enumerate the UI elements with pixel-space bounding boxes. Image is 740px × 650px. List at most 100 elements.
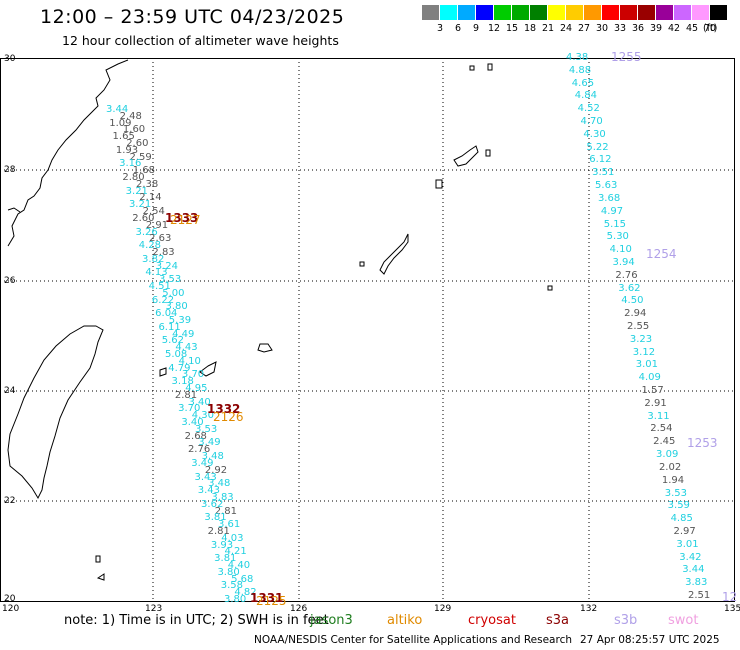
wave-height-value: 4.40	[227, 559, 251, 571]
wave-height-value: 2.38	[136, 178, 159, 190]
wave-height-value: 2.54	[650, 423, 673, 435]
wave-height-value: 2.97	[673, 525, 696, 537]
color-swatch	[692, 5, 709, 20]
color-swatch	[422, 5, 439, 20]
wave-height-value: 3.44	[682, 564, 705, 576]
kikai-coastline	[485, 149, 491, 157]
wave-height-value: 3.49	[198, 437, 221, 449]
wave-height-value: 4.52	[577, 103, 600, 115]
color-scale-label: 27	[577, 23, 591, 34]
color-swatch	[656, 5, 673, 20]
wave-height-value: 1.60	[122, 124, 146, 136]
longitude-label: 129	[434, 604, 452, 614]
wave-height-value: 3.09	[656, 449, 679, 461]
wave-height-value: 4.09	[638, 372, 661, 384]
wave-height-value: 3.43	[194, 471, 217, 483]
map-title: 12:00 – 23:59 UTC 04/23/2025	[40, 6, 345, 28]
color-scale-label: 30	[595, 23, 609, 34]
wave-height-value: 3.53	[158, 274, 182, 286]
wave-height-value: 3.51	[592, 167, 615, 179]
wave-height-value: 4.65	[571, 77, 595, 89]
wave-height-value: 4.30	[583, 128, 606, 140]
units-note: note: 1) Time is in UTC; 2) SWH is in fe…	[64, 613, 329, 628]
longitude-label: 132	[580, 604, 598, 614]
satellite-pass-id: 1254	[646, 247, 677, 261]
wave-height-value: 4.38	[566, 52, 589, 63]
wave-height-value: 4.30	[191, 410, 215, 422]
wave-height-value: 4.85	[670, 513, 693, 525]
latitude-label: 26	[4, 276, 16, 286]
amami-coastline	[453, 145, 479, 167]
miyako-coastline	[257, 343, 273, 353]
color-swatch	[566, 5, 583, 20]
wave-height-value: 5.63	[595, 180, 618, 192]
wave-height-value: 2.02	[658, 461, 682, 473]
ishigaki-coastline	[199, 361, 217, 377]
color-scale-label: 15	[505, 23, 519, 34]
coastlines	[7, 59, 553, 581]
wave-height-value: 4.13	[145, 267, 168, 279]
wave-height-value: 5.15	[603, 218, 627, 230]
color-scale-units: (ft)	[703, 23, 718, 34]
wave-height-value: 3.61	[217, 519, 241, 531]
wave-height-value: 6.22	[151, 294, 175, 306]
color-scale-legend: 3 6 9 12 15 18 21 24 27 30 33 36 39 42 45 70 (ft)	[422, 5, 728, 35]
wave-height-value: 2.45	[653, 436, 676, 448]
wave-height-value: 1.09	[109, 117, 132, 129]
wave-height-value: 2.60	[132, 212, 155, 224]
satellite-pass-id: 1253	[687, 436, 718, 450]
wave-height-value: 5.30	[606, 231, 629, 243]
wave-height-value: 3.49	[191, 457, 214, 469]
wave-height-value: 6.04	[155, 308, 178, 320]
color-swatch	[476, 5, 493, 20]
wave-height-value: 2.94	[624, 308, 647, 320]
wave-height-value: 6.12	[589, 154, 612, 166]
wave-height-value: 3.83	[211, 491, 234, 503]
wave-height-value: 3.01	[676, 538, 699, 550]
wave-height-value: 4.03	[221, 532, 244, 544]
wave-height-value: 5.00	[162, 287, 185, 299]
wave-height-value: 3.26	[135, 226, 158, 238]
color-swatch	[512, 5, 529, 20]
longitude-label: 120	[2, 604, 20, 614]
wave-height-value: 4.10	[178, 355, 201, 367]
wave-height-value: 5.22	[586, 141, 609, 153]
color-scale-label: 6	[454, 23, 462, 34]
color-scale-label: 3	[436, 23, 444, 34]
satellite-pass-id: 1255	[611, 50, 642, 64]
china-coastline	[7, 59, 129, 247]
wave-height-value: 2.51	[688, 590, 711, 601]
map-subtitle: 12 hour collection of altimeter wave hei…	[62, 33, 339, 48]
color-swatch	[458, 5, 475, 20]
wave-height-value: 5.39	[168, 314, 192, 326]
wave-height-value: 1.57	[641, 385, 664, 397]
color-scale-label: 12	[487, 23, 501, 34]
okinawa-coastline	[379, 233, 409, 275]
longitude-label: 126	[290, 604, 308, 614]
wave-height-value: 2.91	[145, 219, 169, 231]
wave-height-value: 3.70	[178, 403, 201, 415]
satellite-pass-id: 1331	[250, 591, 284, 605]
wave-height-value: 4.28	[138, 240, 162, 252]
color-scale-label: 45	[685, 23, 699, 34]
wave-height-value: 3.62	[618, 282, 641, 294]
color-scale-label: 9	[472, 23, 480, 34]
color-scale-label: 39	[649, 23, 663, 34]
satellite-legend-item: s3a	[546, 613, 570, 628]
wave-height-value: 3.53	[195, 423, 218, 435]
satellite-legend-item: s3b	[614, 613, 638, 628]
wave-height-value: 3.40	[181, 417, 204, 429]
wave-height-value: 2.80	[122, 172, 145, 184]
wave-height-value: 3.01	[635, 359, 658, 371]
wave-height-value: 3.93	[210, 539, 234, 551]
satellite-legend-item: swot	[668, 613, 699, 628]
wave-height-value: 2.91	[644, 397, 667, 409]
yonaguni-coastline	[159, 367, 167, 377]
generation-timestamp: 27 Apr 08:25:57 UTC 2025	[580, 634, 720, 646]
latitude-label: 24	[4, 386, 16, 396]
wave-height-value: 4.79	[168, 362, 191, 374]
color-scale-label: 33	[613, 23, 627, 34]
satellite-pass-id: 2126	[213, 410, 244, 424]
latitude-label: 28	[4, 165, 16, 175]
wave-height-value: 3.12	[632, 346, 656, 358]
